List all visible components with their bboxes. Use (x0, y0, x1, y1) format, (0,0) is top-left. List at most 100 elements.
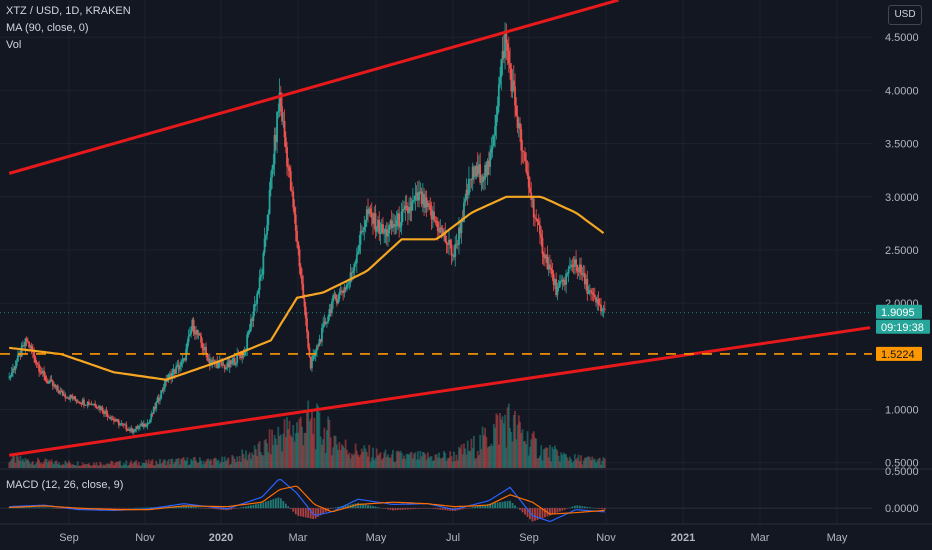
volume-bar (289, 435, 292, 468)
volume-bar (502, 423, 505, 468)
volume-bar (83, 464, 85, 468)
macd-histogram-bar (576, 505, 579, 509)
macd-histogram-bar (28, 507, 31, 509)
volume-bar (166, 461, 169, 468)
candle-body (271, 169, 273, 178)
candle-body (200, 335, 202, 343)
candle-body (328, 309, 331, 317)
macd-histogram-bar (484, 504, 487, 509)
volume-bar (443, 450, 445, 468)
volume-bar (362, 451, 364, 468)
volume-bar (53, 464, 55, 468)
candle-body (303, 298, 306, 307)
candle-body (374, 213, 377, 232)
upper-trendline[interactable] (8, 0, 619, 175)
volume-bar (190, 458, 192, 468)
macd-histogram-bar (18, 507, 21, 509)
candle-body (251, 319, 254, 321)
volume-bar (394, 461, 397, 468)
volume-bar (314, 449, 317, 468)
volume-bar (600, 464, 602, 468)
volume-bar (278, 435, 281, 468)
candle-body (344, 287, 347, 290)
volume-bar (127, 464, 130, 468)
macd-histogram-bar (593, 508, 596, 509)
volume-bar (469, 450, 472, 468)
volume-bar (46, 462, 49, 468)
candle-body (91, 404, 94, 406)
volume-bar (340, 444, 343, 468)
volume-bar (307, 400, 310, 468)
volume-bar (530, 439, 533, 468)
candle-body (155, 402, 158, 409)
currency-button[interactable]: USD (888, 5, 922, 25)
macd-histogram-bar (127, 508, 130, 509)
candle-body (64, 394, 67, 398)
candle-body (327, 316, 330, 322)
volume-bar (120, 465, 123, 468)
candle-body (227, 362, 230, 368)
volume-bar (251, 452, 254, 468)
volume-bar (157, 464, 160, 468)
candle-body (101, 407, 104, 412)
macd-histogram-bar (314, 508, 317, 519)
vol-legend[interactable]: Vol (6, 39, 22, 51)
macd-histogram-bar (202, 507, 205, 509)
volume-bar (399, 450, 402, 468)
macd-histogram-bar (269, 499, 272, 509)
volume-bar (122, 463, 125, 468)
volume-bar (590, 460, 592, 468)
volume-bar (416, 451, 419, 468)
macd-histogram-bar (354, 503, 357, 509)
candle-body (597, 299, 600, 305)
volume-bar (144, 462, 146, 468)
volume-bar (537, 457, 540, 468)
volume-bar (222, 462, 225, 468)
macd-histogram-bar (215, 508, 217, 510)
lower-trendline[interactable] (8, 326, 871, 457)
macd-tick-label: 0.5000 (885, 466, 919, 478)
volume-bar (287, 429, 290, 468)
volume-bar (434, 454, 437, 468)
macd-legend[interactable]: MACD (12, 26, close, 9) (6, 479, 124, 491)
volume-bar (268, 429, 271, 468)
symbol-legend[interactable]: XTZ / USD, 1D, KRAKEN (6, 5, 131, 17)
volume-bar (339, 450, 342, 468)
volume-bar (495, 413, 498, 468)
macd-histogram-bar (364, 504, 367, 509)
volume-bar (497, 444, 500, 468)
candle-body (45, 380, 48, 382)
candle-body (316, 345, 318, 352)
macd-histogram-bar (414, 508, 417, 509)
macd-histogram-bar (274, 498, 277, 509)
volume-bar (323, 427, 326, 468)
candle-body (546, 254, 549, 270)
volume-bar (540, 445, 543, 468)
volume-bar (570, 459, 572, 468)
candle-body (253, 304, 256, 312)
volume-bar (423, 452, 425, 468)
volume-bar (104, 465, 107, 468)
volume-bar (167, 459, 170, 468)
macd-histogram-bar (40, 507, 43, 509)
candle-body (20, 346, 23, 357)
macd-histogram-bar (506, 501, 509, 509)
volume-bar (575, 459, 577, 468)
candle-body (558, 281, 561, 287)
volume-bar (344, 439, 347, 468)
volume-bar (284, 437, 287, 468)
candle-body (595, 297, 597, 303)
macd-histogram-bar (581, 506, 584, 509)
volume-bar (45, 459, 48, 468)
candle-body (100, 407, 103, 410)
volume-bar (499, 412, 501, 468)
volume-bar (424, 454, 427, 468)
candle-body (390, 220, 393, 229)
volume-bar (250, 459, 252, 468)
candle-body (46, 380, 49, 384)
volume-bar (95, 462, 98, 468)
candle-body (509, 63, 511, 69)
candle-body (181, 360, 184, 362)
ma-legend[interactable]: MA (90, close, 0) (6, 22, 89, 34)
